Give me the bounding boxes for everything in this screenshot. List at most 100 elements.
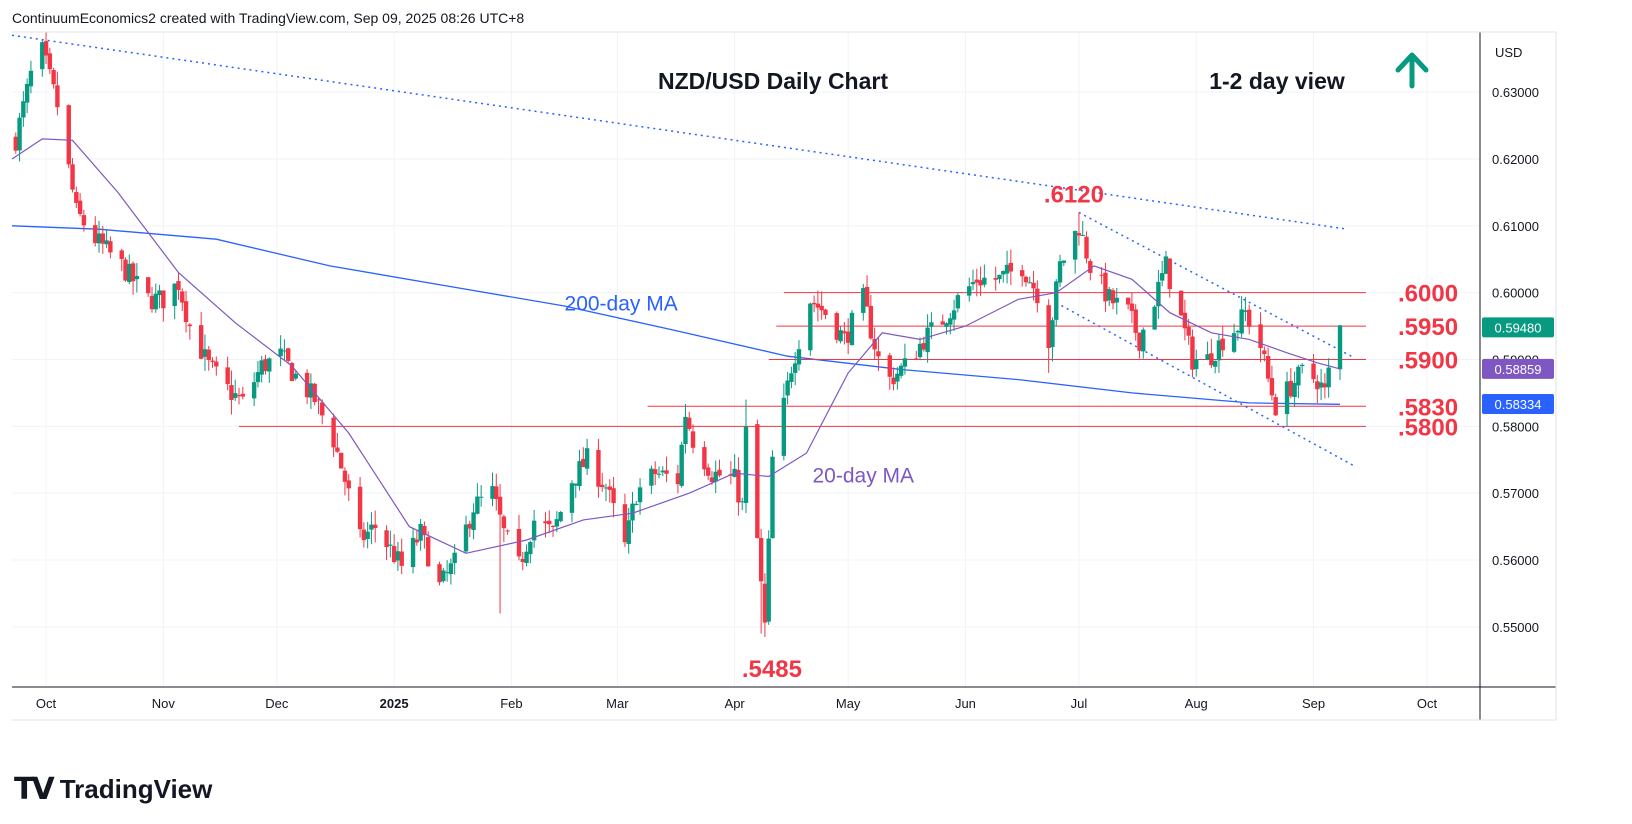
y-tick-label: 0.61000 xyxy=(1492,219,1539,234)
candle-body xyxy=(1311,363,1316,380)
candle-body xyxy=(868,305,874,339)
x-tick-label: Feb xyxy=(500,696,522,711)
brand-logo[interactable]: TV TradingView xyxy=(14,772,212,807)
currency-label: USD xyxy=(1495,45,1522,60)
candle-body xyxy=(683,416,688,445)
candle-body xyxy=(278,348,283,357)
candle-body xyxy=(1315,381,1320,390)
labels-layer: NZD/USD Daily Chart 1-2 day view .6000 .595… xyxy=(565,52,1458,683)
candle-body xyxy=(675,473,681,485)
x-tick-label: Jul xyxy=(1071,696,1088,711)
candle-body xyxy=(770,456,775,539)
candles-layer xyxy=(13,31,1343,638)
candle-body xyxy=(898,365,904,376)
candle-body xyxy=(1159,273,1165,281)
candle-body xyxy=(1231,333,1237,352)
candle-body xyxy=(740,501,745,503)
candle-body xyxy=(914,358,919,360)
candle-body xyxy=(743,426,749,503)
candle-body xyxy=(425,537,431,567)
candle-body xyxy=(293,373,298,379)
candle-body xyxy=(736,469,741,503)
candle-body xyxy=(948,318,953,325)
candle-body xyxy=(842,331,847,334)
candle-body xyxy=(1107,289,1112,301)
candle-body xyxy=(172,283,177,307)
candle-body xyxy=(861,288,866,313)
ma200-line xyxy=(11,225,1341,405)
candle-body xyxy=(1288,380,1294,397)
candle-body xyxy=(637,487,643,503)
price-tag xyxy=(1482,317,1554,338)
candle-body xyxy=(1084,236,1089,259)
candle-body xyxy=(520,558,525,563)
candle-body xyxy=(1190,336,1195,370)
candle-body xyxy=(176,281,181,290)
level-label: .5800 xyxy=(1398,414,1458,441)
candle-body xyxy=(607,486,612,490)
candle-body xyxy=(1072,230,1078,260)
trend-layer xyxy=(11,34,1356,468)
x-tick-label: May xyxy=(836,696,861,711)
candle-body xyxy=(338,452,344,469)
ma20-label: 20-day MA xyxy=(813,464,915,487)
up-arrow-icon xyxy=(1395,52,1429,89)
candle-body xyxy=(993,278,998,280)
candle-body xyxy=(524,551,529,564)
candle-body xyxy=(1299,364,1305,367)
candle-body xyxy=(895,373,900,382)
candle-body xyxy=(494,486,499,499)
ma20-line xyxy=(11,138,1341,554)
candle-body xyxy=(153,293,158,310)
candle-body xyxy=(808,303,813,351)
candle-body xyxy=(13,136,18,151)
candle-body xyxy=(21,101,26,118)
candle-body xyxy=(838,330,843,342)
candle-body xyxy=(316,399,321,401)
candle-body xyxy=(796,349,802,365)
candle-body xyxy=(1114,297,1119,303)
price-tag-label: 0.59480 xyxy=(1495,320,1542,335)
candle-body xyxy=(478,496,484,498)
candle-body xyxy=(978,280,983,286)
candle-body xyxy=(531,520,537,541)
candle-body xyxy=(596,449,601,487)
brand-name: TradingView xyxy=(59,774,213,804)
candle-body xyxy=(335,447,340,452)
candle-body xyxy=(361,529,367,541)
candle-body xyxy=(1247,309,1252,327)
candle-body xyxy=(70,164,75,190)
candle-body xyxy=(43,41,49,56)
candle-body xyxy=(660,470,665,473)
candle-body xyxy=(758,537,764,582)
candle-body xyxy=(1125,297,1131,305)
candle-body xyxy=(395,551,401,561)
candle-body xyxy=(902,358,908,367)
candle-body xyxy=(388,544,393,546)
x-tick-label: Dec xyxy=(265,696,289,711)
chart-subtitle: 1-2 day view xyxy=(1209,68,1345,94)
y-tick-label: 0.62000 xyxy=(1492,152,1539,167)
candle-body xyxy=(1205,354,1210,361)
candle-body xyxy=(130,263,136,282)
candle-body xyxy=(1050,320,1055,348)
candle-body xyxy=(1167,258,1172,290)
candle-body xyxy=(554,519,560,527)
candle-body xyxy=(96,233,102,244)
candle-body xyxy=(1322,383,1328,388)
candle-body xyxy=(437,564,442,583)
candle-body xyxy=(864,286,870,307)
candle-body xyxy=(452,552,457,564)
candle-body xyxy=(187,324,193,327)
candle-body xyxy=(1001,270,1006,275)
candle-body xyxy=(811,302,817,305)
candle-body xyxy=(134,276,140,280)
candle-body xyxy=(1194,359,1199,370)
candle-body xyxy=(422,525,427,536)
candle-body xyxy=(414,539,420,543)
candle-body xyxy=(785,380,790,396)
candle-body xyxy=(1061,260,1067,263)
candle-body xyxy=(944,323,949,327)
candle-body xyxy=(982,277,987,285)
